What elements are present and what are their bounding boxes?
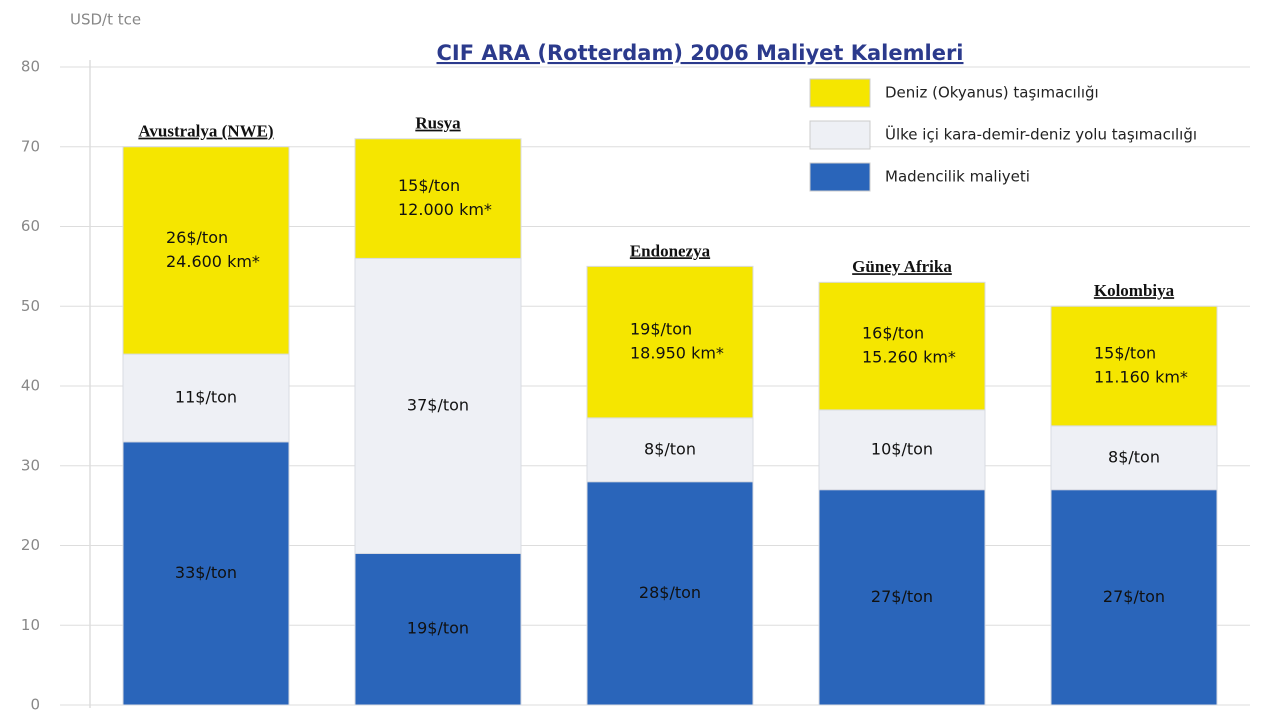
value-label: 19$/ton — [407, 619, 469, 638]
bar-segment — [1050, 305, 1218, 427]
y-tick-label: 0 — [30, 696, 40, 714]
category-label: Avustralya (NWE) — [138, 122, 273, 141]
value-label: 37$/ton — [407, 395, 469, 414]
bar-segment — [354, 257, 522, 554]
legend-label: Ülke içi kara-demir-deniz yolu taşımacıl… — [885, 125, 1197, 144]
category-label: Endonezya — [630, 241, 711, 260]
bar-segment — [818, 281, 986, 411]
legend-label: Deniz (Okyanus) taşımacılığı — [885, 84, 1099, 102]
bar-segment — [354, 138, 522, 259]
value-label: 15$/ton — [1094, 344, 1156, 363]
bar-segment — [818, 489, 986, 706]
bar-segment — [122, 146, 290, 355]
bar-segment — [818, 409, 986, 491]
value-label: 11$/ton — [175, 387, 237, 406]
value-label: 28$/ton — [639, 583, 701, 602]
legend-label: Madencilik maliyeti — [885, 168, 1030, 186]
bar-segment — [122, 353, 290, 443]
distance-label: 11.160 km* — [1094, 368, 1188, 387]
value-label: 19$/ton — [630, 320, 692, 339]
category-label: Güney Afrika — [852, 257, 952, 276]
y-axis-label: USD/t tce — [70, 11, 141, 29]
y-tick-label: 60 — [21, 217, 40, 235]
distance-label: 12.000 km* — [398, 200, 492, 219]
y-tick-label: 10 — [21, 616, 40, 634]
chart-title: CIF ARA (Rotterdam) 2006 Maliyet Kalemle… — [437, 41, 964, 65]
category-label: Rusya — [415, 114, 461, 133]
bar-segment — [1050, 489, 1218, 706]
legend-swatch — [809, 78, 871, 108]
value-label: 33$/ton — [175, 563, 237, 582]
legend-swatch — [809, 162, 871, 192]
y-tick-label: 40 — [21, 377, 40, 395]
distance-label: 18.950 km* — [630, 344, 724, 363]
value-label: 8$/ton — [644, 439, 696, 458]
value-label: 26$/ton — [166, 228, 228, 247]
y-tick-label: 30 — [21, 456, 40, 474]
bar-segment — [586, 265, 754, 419]
value-label: 27$/ton — [871, 587, 933, 606]
value-label: 10$/ton — [871, 439, 933, 458]
legend-swatch — [809, 120, 871, 150]
y-tick-label: 50 — [21, 297, 40, 315]
value-label: 8$/ton — [1108, 447, 1160, 466]
bar-segment — [354, 552, 522, 706]
value-label: 15$/ton — [398, 176, 460, 195]
value-label: 27$/ton — [1103, 587, 1165, 606]
category-label: Kolombiya — [1094, 281, 1175, 300]
y-tick-label: 20 — [21, 536, 40, 554]
bar-segment — [586, 481, 754, 706]
distance-label: 15.260 km* — [862, 348, 956, 367]
y-tick-label: 80 — [21, 58, 40, 76]
y-tick-label: 70 — [21, 137, 40, 155]
value-label: 16$/ton — [862, 324, 924, 343]
bar-segment — [586, 417, 754, 483]
distance-label: 24.600 km* — [166, 252, 260, 271]
bar-segment — [1050, 425, 1218, 491]
